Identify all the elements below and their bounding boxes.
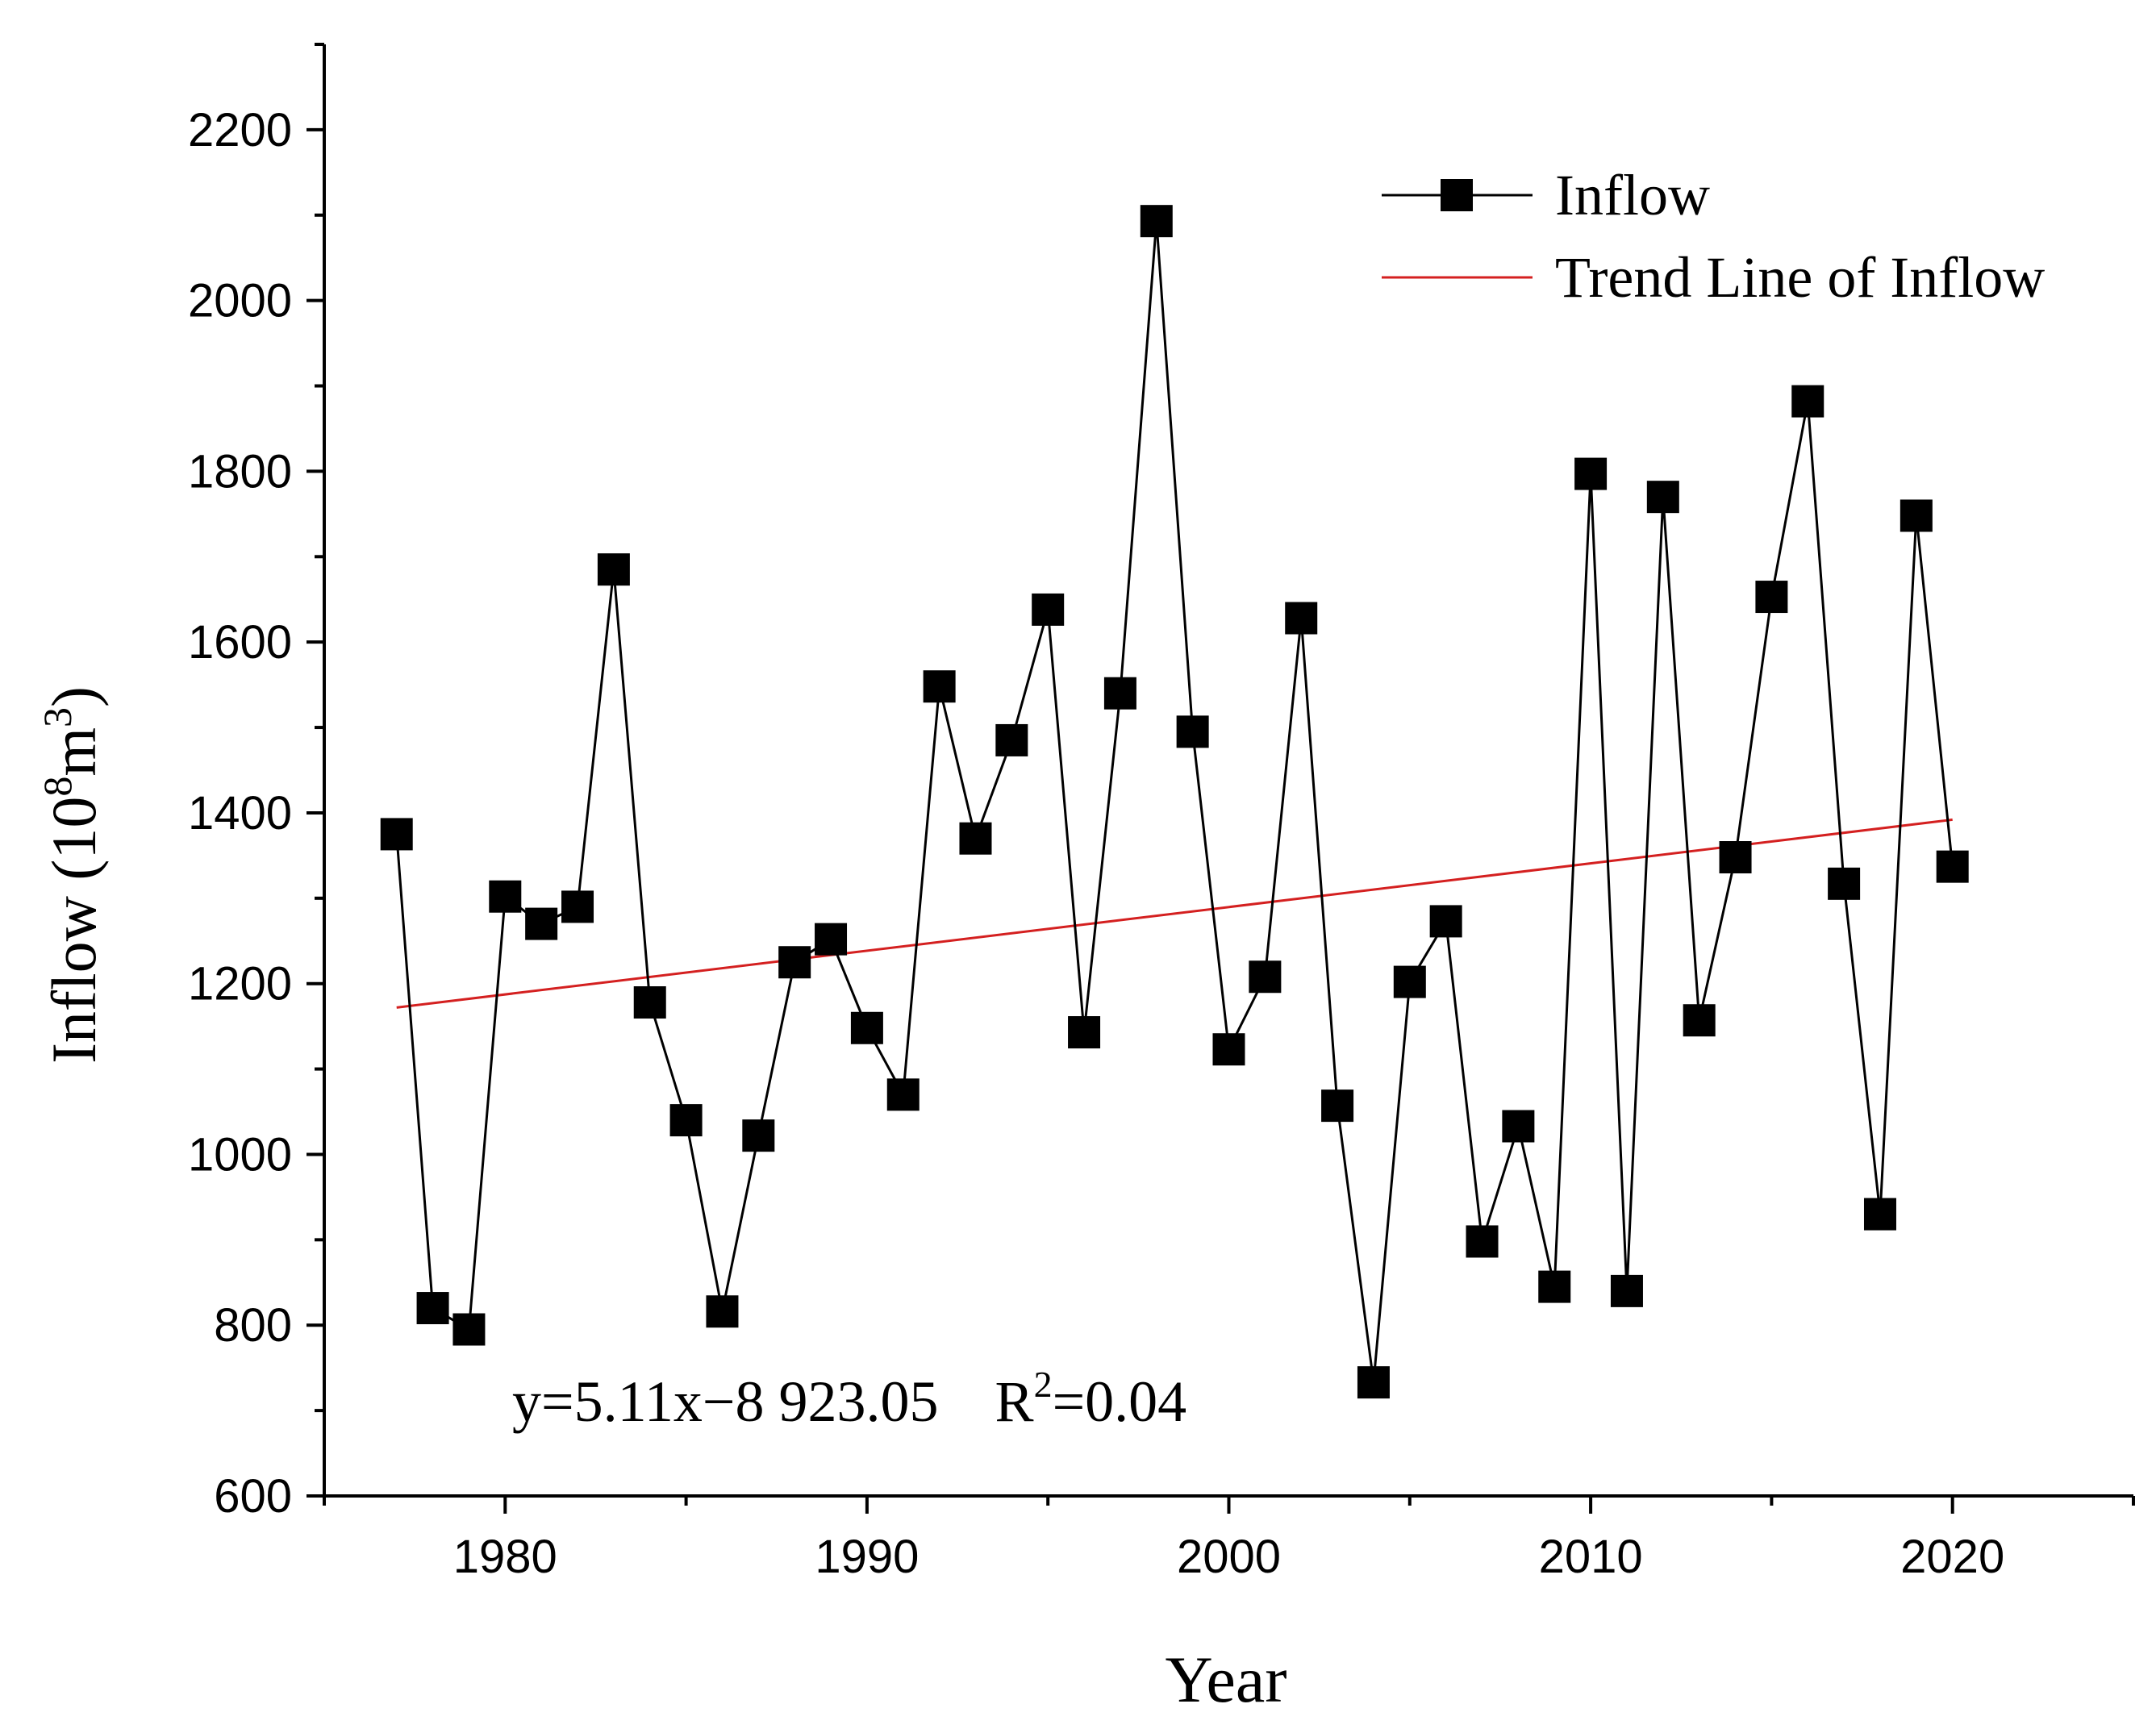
inflow-point [778,946,811,979]
inflow-point [1393,965,1426,998]
y-axis-title-main: Inflow (10 [39,797,109,1064]
inflow-point [1646,481,1679,514]
inflow-point [815,923,848,956]
y-axis-title-mid: m [39,727,109,777]
inflow-point [1683,1004,1716,1037]
y-axis-title-sup1: 8 [35,777,80,797]
inflow-point [452,1313,486,1346]
inflow-point [706,1295,739,1328]
trend-line-layer [396,818,1953,1009]
regression-equation: y=5.11x−8 923.05 [512,1369,939,1434]
x-tick-label: 1980 [453,1531,557,1583]
y-axis-title-end: ) [39,686,109,707]
y-tick-label: 1000 [188,1128,292,1181]
inflow-point [1068,1016,1101,1049]
inflow-point [1357,1366,1390,1399]
inflow-point [1466,1225,1499,1258]
y-axis-title: Inflow (108m3) [35,686,109,1064]
y-tick-label: 1400 [188,787,292,840]
r-squared-sup: 2 [1034,1364,1053,1405]
inflow-point [1140,205,1173,238]
inflow-point [1719,841,1752,873]
inflow-point [850,1011,883,1044]
axes: 600 800 1000 1200 1400 1600 1800 2000 2200 1980 19… [188,43,2135,1583]
r-squared-prefix: R [995,1369,1034,1434]
y-tick-label: 1600 [188,616,292,669]
x-tick-label: 2020 [1900,1531,2004,1583]
inflow-point [1032,593,1065,626]
legend-inflow-label: Inflow [1555,163,1710,227]
y-tick-label: 1800 [188,445,292,498]
regression-annotation: y=5.11x−8 923.05 R2=0.04 [512,1364,1186,1434]
inflow-point [525,907,558,940]
legend-trend-label: Trend Line of Inflow [1555,245,2045,310]
x-tick-label: 1990 [815,1531,919,1583]
inflow-point [1900,499,1933,532]
inflow-point [923,670,956,703]
inflow-point [1176,715,1209,748]
y-tick-label: 600 [214,1470,292,1523]
inflow-point [1502,1110,1535,1143]
inflow-series-layer [380,205,1969,1399]
inflow-point [669,1104,703,1137]
inflow-point [1610,1274,1643,1307]
inflow-point [1574,457,1608,490]
inflow-point [1936,850,1969,883]
inflow-point [416,1292,449,1325]
x-tick-label: 2000 [1177,1531,1281,1583]
inflow-point [1429,905,1462,938]
r-squared-value: =0.04 [1053,1369,1187,1434]
x-tick-label: 2010 [1539,1531,1643,1583]
y-tick-label: 2200 [188,104,292,156]
inflow-point [1103,677,1136,710]
inflow-line [395,221,1954,1383]
legend: Inflow Trend Line of Inflow [1382,163,2045,310]
inflow-point [1321,1089,1354,1123]
inflow-point [1863,1198,1896,1231]
inflow-point [742,1119,775,1152]
inflow-point [1538,1270,1571,1303]
inflow-point [1249,960,1282,994]
inflow-point [597,553,630,586]
inflow-point [1828,867,1861,900]
inflow-point [995,723,1028,756]
inflow-point [489,880,522,913]
inflow-point [1285,602,1318,635]
inflow-point [633,986,666,1019]
trend-line [396,818,1953,1009]
y-tick-label: 800 [214,1299,292,1352]
y-axis-title-sup2: 3 [35,707,80,727]
legend-inflow-marker [1441,179,1473,211]
x-axis-title: Year [1165,1643,1287,1716]
y-tick-label: 2000 [188,275,292,327]
inflow-point [1212,1033,1245,1066]
inflow-point [1791,385,1824,418]
inflow-point [886,1078,920,1111]
inflow-point [959,822,992,855]
y-tick-label: 1200 [188,958,292,1010]
inflow-point [380,818,413,851]
inflow-point [561,890,594,923]
inflow-point [1755,581,1788,614]
